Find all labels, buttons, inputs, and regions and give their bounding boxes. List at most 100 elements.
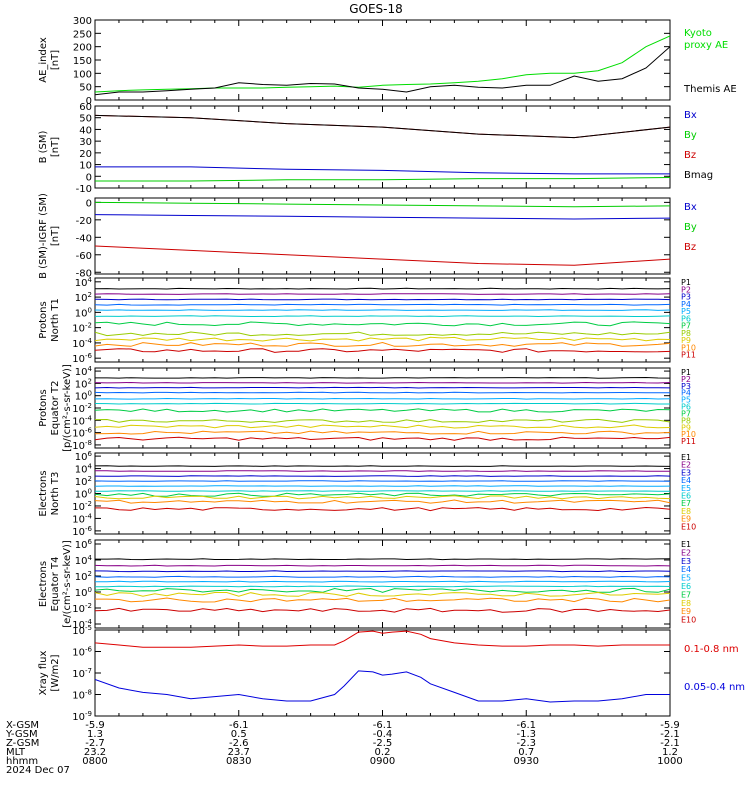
- series-line: [95, 201, 670, 208]
- channel-label: P10: [681, 430, 696, 439]
- panel-4: 104 102 100 10-2 10-4 10-6 Protons North T1 P1P2…: [38, 276, 696, 365]
- channel-line: [95, 587, 670, 593]
- channel-label: E9: [681, 607, 691, 616]
- series-line: [95, 35, 670, 93]
- channel-label: P3: [681, 382, 691, 391]
- y-tick-label: 10-4: [72, 414, 92, 427]
- channel-label: P1: [681, 278, 691, 287]
- ephemeris-value: 0830: [226, 756, 251, 767]
- channel-line: [95, 430, 670, 435]
- y-tick-label: 150: [73, 56, 92, 67]
- y-axis-label: Protons: [38, 301, 49, 338]
- ephemeris-label: Z-GSM: [6, 738, 39, 749]
- y-tick-label: 10-2: [72, 402, 92, 415]
- y-tick-label: 10-6: [72, 525, 92, 538]
- y-tick-label: 10-2: [72, 500, 92, 513]
- y-axis-label: [nT]: [50, 226, 61, 246]
- channel-label: E4: [681, 565, 691, 574]
- ephemeris-value: -2.1: [660, 738, 680, 749]
- legend-entry: Kyoto: [684, 28, 712, 39]
- legend-entry: By: [684, 130, 697, 141]
- channel-label: E2: [681, 548, 691, 557]
- channel-label: P11: [681, 351, 696, 360]
- channel-line: [95, 575, 670, 578]
- y-tick-label: 100: [75, 586, 92, 599]
- series-line: [95, 177, 670, 182]
- y-tick-label: 10: [79, 161, 92, 172]
- channel-line: [95, 436, 670, 441]
- ephemeris-value: -6.1: [229, 720, 249, 731]
- y-tick-label: 300: [73, 16, 92, 27]
- channel-label: E3: [681, 468, 691, 477]
- legend-entry: By: [684, 222, 697, 233]
- series-line: [95, 166, 670, 175]
- channel-label: P8: [681, 416, 691, 425]
- ephemeris-value: 23.7: [228, 747, 250, 758]
- channel-line: [95, 580, 670, 583]
- panel-frame: [94, 277, 671, 363]
- ephemeris-value: 23.2: [84, 747, 106, 758]
- channel-label: P2: [681, 285, 691, 294]
- channel-label: E6: [681, 492, 691, 501]
- y-tick-label: 104: [75, 554, 93, 567]
- y-tick-label: 250: [73, 29, 92, 40]
- y-tick-label: 10-2: [72, 322, 92, 335]
- y-tick-label: 100: [75, 390, 92, 403]
- ephemeris-label: 2024 Dec 07: [6, 765, 70, 776]
- panel-frame: [94, 105, 671, 189]
- channel-line: [95, 492, 670, 497]
- channel-line: [95, 424, 670, 429]
- y-tick-label: 40: [79, 125, 92, 136]
- channel-label: E7: [681, 499, 691, 508]
- y-tick-label: 100: [75, 488, 92, 501]
- channel-label: P9: [681, 423, 691, 432]
- ephemeris-value: -5.9: [85, 720, 105, 731]
- channel-label: E3: [681, 557, 691, 566]
- panel-frame: [94, 367, 671, 449]
- ephemeris-value: -2.1: [660, 729, 680, 740]
- channel-line: [95, 480, 670, 482]
- panel-frame: [94, 539, 671, 629]
- channel-label: P4: [681, 300, 691, 309]
- y-tick-label: -60: [76, 251, 92, 262]
- series-line: [95, 670, 670, 703]
- series-line: [95, 114, 670, 139]
- legend-entry: Bz: [684, 150, 696, 161]
- series-line: [95, 114, 670, 139]
- y-tick-label: -10: [76, 184, 92, 195]
- channel-line: [95, 348, 670, 353]
- series-line: [95, 214, 670, 220]
- channel-line: [95, 408, 670, 413]
- y-tick-label: 30: [79, 137, 92, 148]
- y-tick-label: 106: [75, 538, 93, 551]
- ephemeris-value: 0930: [514, 756, 539, 767]
- channel-line: [95, 475, 670, 477]
- y-axis-label: Xray flux: [38, 651, 49, 696]
- channel-line: [95, 585, 670, 588]
- channel-line: [95, 558, 670, 561]
- series-line: [95, 46, 670, 96]
- panel-frame: [94, 629, 671, 717]
- legend-entry: Bmag: [684, 170, 713, 181]
- channel-label: P6: [681, 403, 691, 412]
- panel-frame: [94, 19, 671, 101]
- channel-label: E7: [681, 590, 691, 599]
- channel-line: [95, 376, 670, 379]
- channel-label: P4: [681, 389, 691, 398]
- channel-label: P3: [681, 293, 691, 302]
- channel-label: E8: [681, 599, 691, 608]
- y-tick-label: 100: [75, 306, 92, 319]
- channel-label: P8: [681, 329, 691, 338]
- legend-entry: 0.1-0.8 nm: [684, 644, 739, 655]
- channel-line: [95, 564, 670, 567]
- channel-label: P9: [681, 336, 691, 345]
- channel-line: [95, 309, 670, 311]
- channel-line: [95, 293, 670, 295]
- channel-line: [95, 315, 670, 318]
- y-tick-label: 104: [75, 276, 93, 289]
